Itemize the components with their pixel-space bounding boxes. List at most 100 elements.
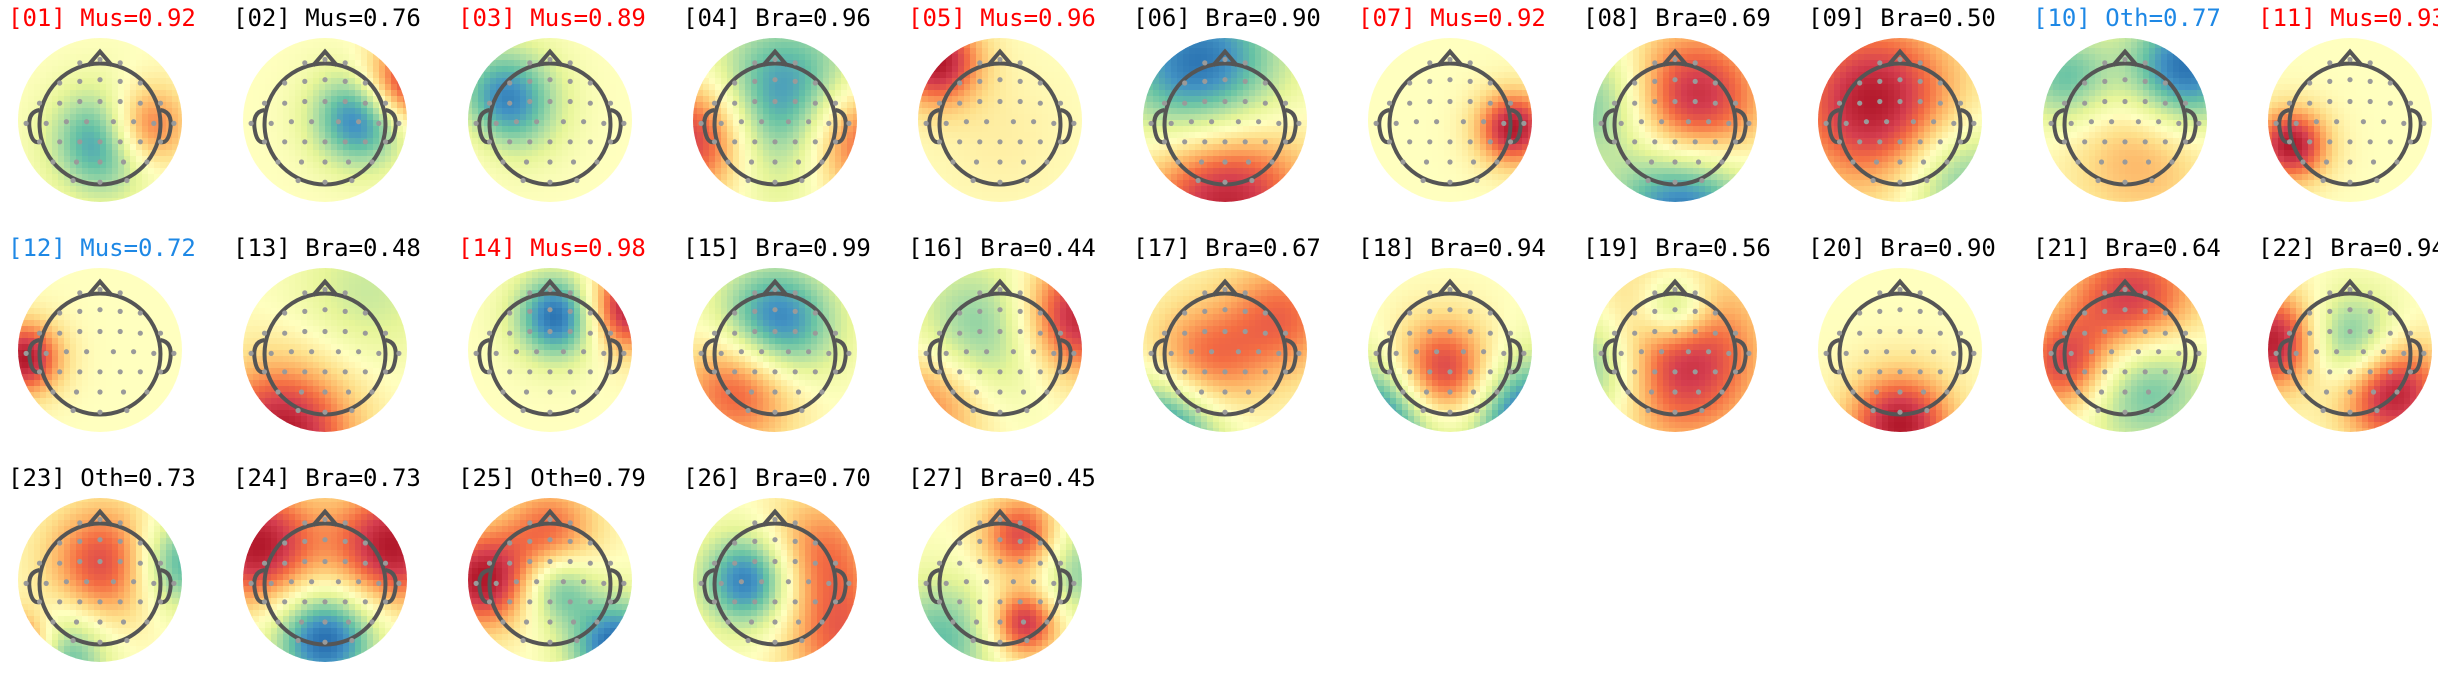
electrode-dot <box>568 60 573 65</box>
electrode-dot <box>138 599 143 604</box>
component-label: [04] Bra=0.96 <box>683 4 871 32</box>
electrode-dot <box>322 537 327 542</box>
electrode-dot <box>302 539 307 544</box>
electrode-dot <box>1958 369 1963 374</box>
electrode-dot <box>57 561 62 566</box>
electrode-dot <box>474 121 479 126</box>
electrode-dot <box>719 581 724 586</box>
electrode-dot <box>571 619 576 624</box>
electrode-dot <box>1494 389 1499 394</box>
electrode-dot <box>568 79 573 84</box>
electrode-dot <box>1263 369 1268 374</box>
electrode-dot <box>124 178 129 183</box>
electrode-dot <box>1021 389 1026 394</box>
topomap-svg <box>916 496 1084 664</box>
electrode-dot <box>1918 329 1923 334</box>
electrode-dot <box>2049 351 2054 356</box>
electrode-dot <box>527 139 532 144</box>
electrode-dot <box>1474 408 1479 413</box>
electrode-dot <box>2069 351 2074 356</box>
electrode-dot <box>2327 309 2332 314</box>
electrode-dot <box>588 540 593 545</box>
electrode-dot <box>2082 331 2087 336</box>
electrode-dot <box>799 638 804 643</box>
electrode-dot <box>1018 329 1023 334</box>
electrode-dot <box>487 139 492 144</box>
electrode-dot <box>977 60 982 65</box>
electrode-dot <box>1038 139 1043 144</box>
electrode-dot <box>494 351 499 356</box>
electrode-dot <box>1958 139 1963 144</box>
electrode-dot <box>474 581 479 586</box>
electrode-dot <box>151 121 156 126</box>
electrode-dot <box>2143 60 2148 65</box>
component-id: [14] <box>458 234 516 262</box>
electrode-dot <box>547 640 552 645</box>
electrode-dot <box>322 180 327 185</box>
electrode-dot <box>588 310 593 315</box>
electrode-dot <box>997 77 1002 82</box>
electrode-dot <box>957 139 962 144</box>
electrode-dot <box>282 540 287 545</box>
electrode-dot <box>1071 351 1076 356</box>
electrode-dot <box>1672 139 1677 144</box>
electrode-dot <box>262 101 267 106</box>
electrode-dot <box>1746 121 1751 126</box>
electrode-dot <box>846 121 851 126</box>
electrode-dot <box>732 369 737 374</box>
electrode-dot <box>1018 369 1023 374</box>
electrode-dot <box>1897 99 1902 104</box>
electrode-dot <box>1857 139 1862 144</box>
electrode-dot <box>118 599 123 604</box>
electrode-dot <box>547 619 552 624</box>
electrode-dot <box>2371 159 2376 164</box>
component-id: [20] <box>1808 234 1866 262</box>
component-class-score: Oth=0.73 <box>80 464 196 492</box>
electrode-dot <box>2374 408 2379 413</box>
electrode-dot <box>2163 310 2168 315</box>
electrode-dot <box>971 638 976 643</box>
electrode-dot <box>24 351 29 356</box>
electrode-dot <box>144 619 149 624</box>
electrode-dot <box>977 329 982 334</box>
electrode-dot <box>984 349 989 354</box>
electrode-dot <box>977 290 982 295</box>
electrode-dot <box>749 619 754 624</box>
electrode-dot <box>1256 349 1261 354</box>
electrode-dot <box>1421 178 1426 183</box>
electrode-dot <box>1857 369 1862 374</box>
electrode-dot <box>997 389 1002 394</box>
component-cell: [14] Mus=0.98 <box>458 234 683 464</box>
electrode-dot <box>77 139 82 144</box>
electrode-dot <box>97 180 102 185</box>
electrode-dot <box>2388 331 2393 336</box>
electrode-dot <box>369 159 374 164</box>
electrode-dot <box>964 579 969 584</box>
electrode-dot <box>527 329 532 334</box>
electrode-dot <box>1427 329 1432 334</box>
topomap <box>1366 266 1534 434</box>
electrode-dot <box>1424 159 1429 164</box>
electrode-dot <box>1918 309 1923 314</box>
electrode-dot <box>1222 410 1227 415</box>
electrode-dot <box>309 349 314 354</box>
topomap-svg <box>2266 36 2434 204</box>
electrode-dot <box>1276 351 1281 356</box>
electrode-dot <box>1018 559 1023 564</box>
electrode-dot <box>1222 159 1227 164</box>
electrode-dot <box>1877 79 1882 84</box>
electrode-dot <box>494 121 499 126</box>
electrode-dot <box>131 349 136 354</box>
component-label: [16] Bra=0.44 <box>908 234 1096 262</box>
electrode-dot <box>752 369 757 374</box>
electrode-dot <box>1857 331 1862 336</box>
topomap-svg <box>466 266 634 434</box>
component-class-score: Bra=0.94 <box>1430 234 1546 262</box>
electrode-dot <box>997 139 1002 144</box>
electrode-dot <box>296 178 301 183</box>
electrode-dot <box>1421 408 1426 413</box>
electrode-dot <box>1374 121 1379 126</box>
electrode-dot <box>997 57 1002 62</box>
electrode-dot <box>37 101 42 106</box>
electrode-dot <box>997 619 1002 624</box>
